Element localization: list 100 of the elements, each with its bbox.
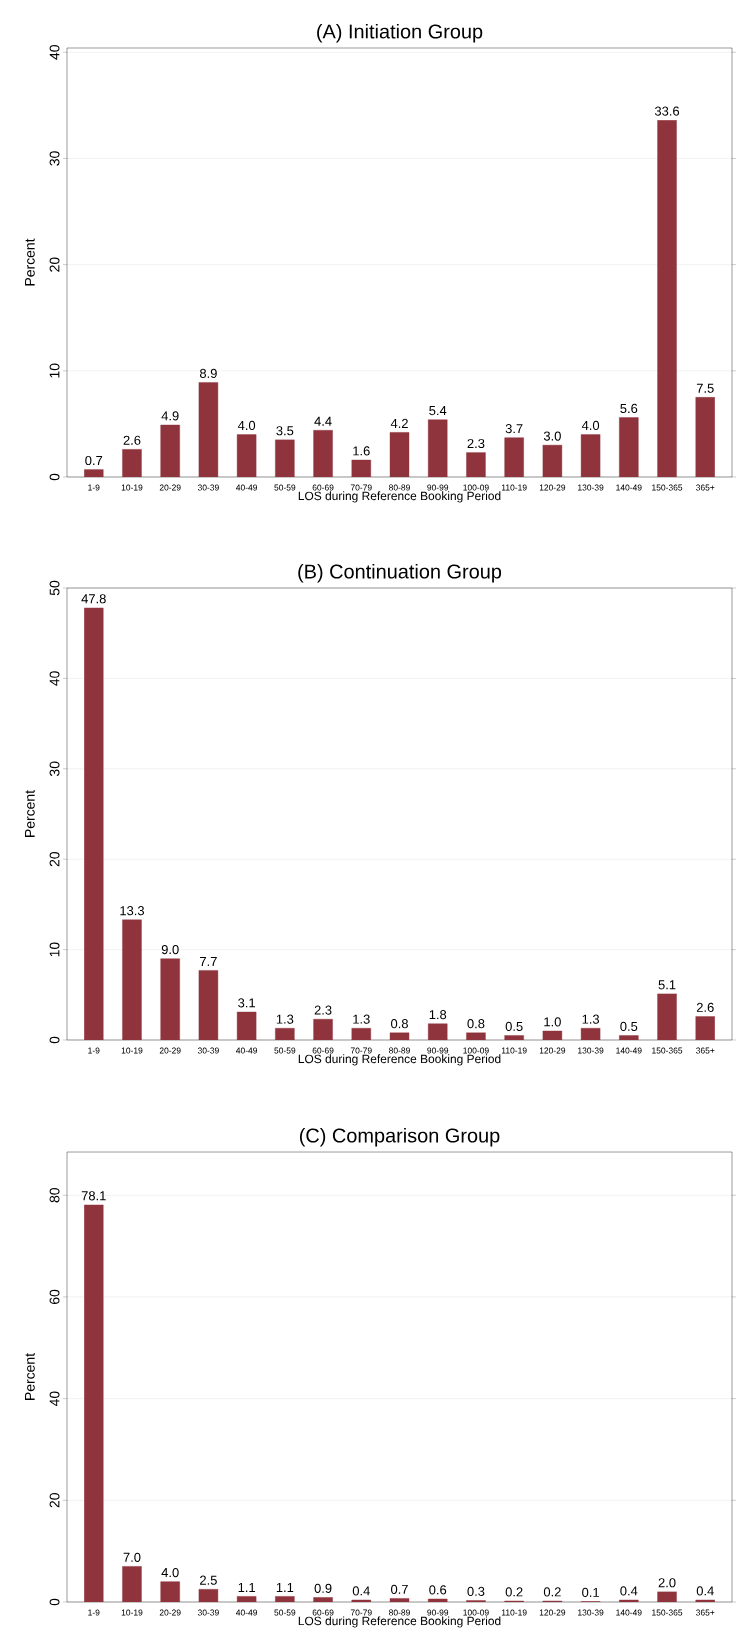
- bar: [236, 1596, 257, 1603]
- data-label: 78.1: [81, 1191, 106, 1201]
- x-tick-label: 100-09: [463, 484, 489, 491]
- data-label: 4.2: [390, 418, 408, 428]
- bar: [580, 434, 601, 477]
- data-label: 7.7: [200, 956, 217, 966]
- bar: [84, 607, 104, 1041]
- data-label: 0.4: [352, 1586, 370, 1596]
- data-label: 3.7: [505, 424, 523, 434]
- bar: [542, 444, 563, 477]
- data-label: 2.6: [123, 435, 141, 445]
- data-label: 1.1: [276, 1583, 294, 1592]
- y-axis-title: Percent: [25, 238, 35, 286]
- bar: [122, 449, 142, 477]
- data-label: 4.4: [314, 416, 332, 426]
- data-label: 4.0: [161, 1567, 179, 1578]
- x-axis-title: LOS during Reference Booking Period: [298, 1616, 501, 1628]
- x-tick-label: 60-69: [312, 1047, 334, 1054]
- bar: [351, 1599, 371, 1603]
- bar: [389, 432, 410, 477]
- data-label: 2.0: [658, 1578, 676, 1588]
- data-label: 2.3: [467, 438, 485, 449]
- data-label: 3.5: [276, 426, 294, 436]
- bar: [236, 1011, 257, 1041]
- data-label: 0.8: [467, 1019, 485, 1029]
- bar: [466, 1032, 486, 1041]
- bar: [389, 1598, 410, 1603]
- bar: [657, 120, 677, 477]
- x-tick-label: 365+: [696, 1609, 715, 1616]
- bar: [695, 397, 715, 477]
- y-tick-label: 10: [49, 363, 60, 378]
- x-tick-label: 40-49: [235, 1609, 258, 1616]
- data-label: 47.8: [81, 594, 106, 604]
- data-label: 0.3: [467, 1586, 485, 1596]
- bar: [198, 970, 219, 1041]
- bar: [275, 439, 295, 477]
- x-tick-label: 90-99: [427, 484, 449, 491]
- bar: [580, 1028, 601, 1041]
- data-label: 1.6: [353, 446, 370, 456]
- bar: [198, 382, 219, 477]
- x-tick-label: 70-79: [350, 1609, 372, 1616]
- bar: [657, 1591, 677, 1603]
- data-label: 1.3: [582, 1014, 600, 1024]
- data-label: 2.3: [314, 1005, 332, 1015]
- data-label: 2.6: [696, 1002, 714, 1012]
- y-tick-label: 10: [49, 942, 60, 957]
- y-tick-label: 20: [49, 257, 60, 272]
- data-label: 0.2: [543, 1587, 561, 1597]
- x-tick-label: 80-89: [389, 484, 410, 491]
- x-tick-label: 1-9: [88, 1047, 100, 1054]
- bar: [84, 1204, 104, 1603]
- x-tick-label: 80-89: [389, 1047, 410, 1054]
- x-tick-label: 70-79: [350, 484, 372, 491]
- x-tick-label: 110-19: [501, 1609, 527, 1616]
- x-tick-label: 30-39: [197, 1047, 219, 1054]
- data-label: 5.1: [658, 980, 676, 990]
- x-tick-label: 40-49: [235, 1047, 258, 1054]
- y-tick-label: 40: [49, 671, 60, 686]
- bar: [313, 430, 333, 477]
- y-tick-label: 50: [49, 580, 60, 596]
- data-label: 0.1: [582, 1587, 599, 1597]
- x-tick-label: 30-39: [197, 1609, 219, 1616]
- y-tick-label: 0: [49, 1036, 60, 1044]
- x-tick-label: 50-59: [274, 1047, 296, 1054]
- data-label: 5.4: [429, 406, 447, 416]
- bar: [160, 1581, 180, 1603]
- data-label: 2.5: [200, 1575, 217, 1585]
- x-tick-label: 20-29: [159, 1047, 181, 1054]
- data-label: 5.6: [620, 403, 638, 414]
- y-tick-label: 0: [49, 1598, 60, 1606]
- x-tick-label: 150-365: [652, 1609, 683, 1616]
- data-label: 7.0: [123, 1552, 141, 1562]
- x-tick-label: 10-19: [121, 1609, 143, 1616]
- data-label: 1.8: [429, 1010, 447, 1020]
- x-tick-label: 80-89: [389, 1609, 410, 1616]
- data-label: 0.4: [620, 1586, 638, 1596]
- x-axis-title: LOS during Reference Booking Period: [298, 491, 501, 503]
- data-label: 4.0: [581, 420, 600, 431]
- x-tick-label: 100-09: [463, 1047, 489, 1054]
- chart-title: (A) Initiation Group: [317, 23, 483, 43]
- y-tick-label: 20: [49, 851, 60, 867]
- x-tick-label: 140-49: [616, 1609, 642, 1616]
- x-tick-label: 50-59: [274, 484, 296, 491]
- data-label: 1.3: [276, 1014, 294, 1024]
- chart-title: (B) Continuation Group: [298, 563, 502, 583]
- bar: [542, 1030, 563, 1041]
- bar: [198, 1589, 219, 1603]
- data-label: 9.0: [161, 944, 179, 955]
- y-axis-title: Percent: [25, 790, 35, 837]
- x-tick-label: 150-365: [652, 1047, 683, 1054]
- bar: [504, 437, 524, 477]
- x-tick-label: 20-29: [159, 1609, 181, 1616]
- bar: [122, 1566, 142, 1603]
- bar: [236, 434, 257, 477]
- data-label: 0.7: [85, 455, 103, 466]
- x-tick-label: 150-365: [652, 484, 683, 491]
- data-label: 4.0: [237, 420, 256, 431]
- x-tick-label: 120-29: [539, 1609, 566, 1616]
- x-tick-label: 140-49: [616, 1047, 642, 1054]
- bar: [160, 958, 180, 1041]
